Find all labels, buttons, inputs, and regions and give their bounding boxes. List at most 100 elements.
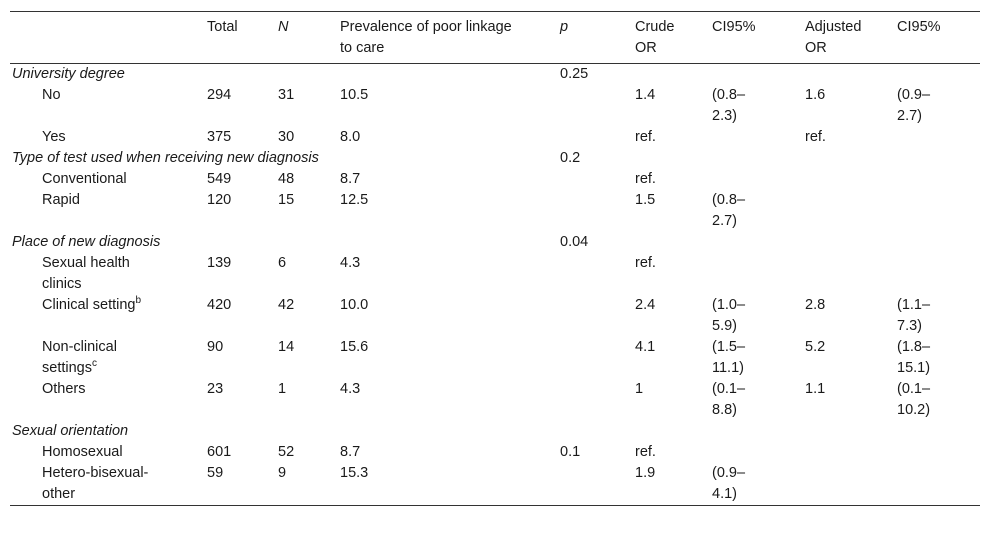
empty-cell (560, 421, 635, 442)
cell: 42 (278, 297, 295, 313)
empty-cell (805, 463, 897, 506)
empty-cell (560, 295, 635, 337)
cell: 2.8 (805, 297, 826, 313)
empty-cell (635, 148, 980, 169)
cell: 1.1 (805, 381, 826, 397)
label-text: Yes (42, 129, 66, 145)
empty-cell (897, 169, 980, 190)
row-label: Clinical settingb (10, 295, 207, 337)
empty-cell (897, 127, 980, 148)
cell: 52 (278, 444, 295, 460)
cell: 1 (635, 381, 644, 397)
cell: 1.5 (635, 192, 656, 208)
cell: (0.8–2.3) (712, 87, 746, 124)
table-body: University degree 0.25 No 294 31 10.5 1.4 (0.8–… (10, 64, 980, 506)
section-row: Sexual orientation (10, 421, 980, 442)
cell: 10.0 (340, 297, 369, 313)
p-value: 0.25 (560, 66, 589, 82)
cell: 294 (207, 87, 232, 103)
empty-cell (805, 442, 897, 463)
cell: 9 (278, 465, 287, 481)
header-cell: Adjusted OR (805, 19, 862, 56)
label-text: Others (42, 381, 86, 397)
empty-cell (560, 85, 635, 127)
empty-cell (805, 253, 897, 295)
data-row: Homosexual 601 52 8.7 0.1 ref. (10, 442, 980, 463)
header-cell: N (278, 19, 289, 35)
cell: 120 (207, 192, 232, 208)
empty-cell (560, 190, 635, 232)
cell: 31 (278, 87, 295, 103)
header-cell: CI95% (897, 19, 941, 35)
row-label: Non-clinical settingsc (10, 337, 207, 379)
cell: 90 (207, 339, 224, 355)
cell: 601 (207, 444, 232, 460)
cell: 15.6 (340, 339, 369, 355)
p-value: 0.2 (560, 150, 581, 166)
data-row: Hetero-bisexual-other 59 9 15.3 1.9 (0.9–4.1) (10, 463, 980, 506)
empty-cell (897, 253, 980, 295)
empty-cell (560, 169, 635, 190)
empty-cell (635, 64, 980, 86)
cell: 48 (278, 171, 295, 187)
cell: (0.1–10.2) (897, 381, 931, 418)
empty-cell (635, 232, 980, 253)
cell: ref. (805, 129, 826, 145)
data-row: Others 23 1 4.3 1 (0.1–8.8) 1.1 (0.1–10.2) (10, 379, 980, 421)
cell: 10.5 (340, 87, 369, 103)
data-row: Yes 375 30 8.0 ref. ref. (10, 127, 980, 148)
cell: 12.5 (340, 192, 369, 208)
header-cell: p (560, 19, 569, 35)
label-text: No (42, 87, 61, 103)
section-row: University degree 0.25 (10, 64, 980, 86)
row-label: Yes (10, 127, 207, 148)
cell: 15 (278, 192, 295, 208)
cell: 549 (207, 171, 232, 187)
cell: 1.6 (805, 87, 826, 103)
cell: (1.8–15.1) (897, 339, 931, 376)
row-label: No (10, 85, 207, 127)
cell: 4.3 (340, 255, 361, 271)
cell: ref. (635, 129, 656, 145)
label-text: Clinical setting (42, 297, 136, 313)
cell: 4.1 (635, 339, 656, 355)
empty-cell (897, 442, 980, 463)
cell: (1.0–5.9) (712, 297, 746, 334)
header-cell: Crude OR (635, 19, 675, 56)
footnote-mark: c (91, 358, 97, 370)
label-text: Sexual health clinics (42, 255, 130, 292)
cell: 5.2 (805, 339, 826, 355)
cell: ref. (635, 171, 656, 187)
row-label: Hetero-bisexual-other (10, 463, 207, 506)
section-row: Type of test used when receiving new dia… (10, 148, 980, 169)
cell: 420 (207, 297, 232, 313)
cell: 30 (278, 129, 295, 145)
row-label: Homosexual (10, 442, 207, 463)
cell: 375 (207, 129, 232, 145)
empty-cell (635, 421, 980, 442)
row-label: Conventional (10, 169, 207, 190)
cell: (0.8–2.7) (712, 192, 746, 229)
empty-cell (560, 127, 635, 148)
section-title: Place of new diagnosis (12, 234, 161, 250)
empty-cell (805, 169, 897, 190)
cell: 8.7 (340, 444, 361, 460)
empty-cell (805, 190, 897, 232)
row-label: Rapid (10, 190, 207, 232)
empty-cell (560, 463, 635, 506)
cell: 1 (278, 381, 287, 397)
cell: 0.1 (560, 444, 581, 460)
cell: 8.0 (340, 129, 361, 145)
row-label: Others (10, 379, 207, 421)
section-title: University degree (12, 66, 125, 82)
empty-cell (712, 442, 805, 463)
empty-cell (712, 253, 805, 295)
header-cell: Prevalence of poor linkage to care (340, 19, 512, 56)
section-title: Type of test used when receiving new dia… (12, 150, 319, 166)
label-text: Hetero-bisexual-other (42, 465, 149, 502)
section-title: Sexual orientation (12, 423, 129, 439)
empty-cell (712, 127, 805, 148)
cell: (1.1–7.3) (897, 297, 931, 334)
data-row: Sexual health clinics 139 6 4.3 ref. (10, 253, 980, 295)
